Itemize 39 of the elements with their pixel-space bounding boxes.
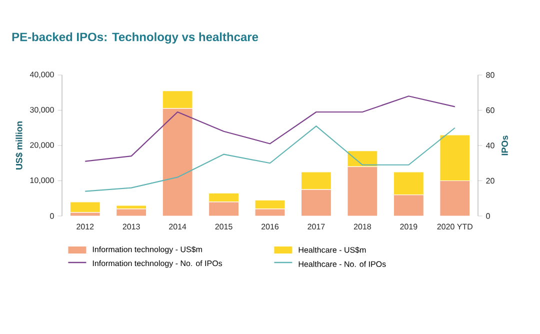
bar bbox=[254, 200, 286, 210]
y-tick-label: 0 bbox=[50, 213, 54, 219]
x-tick-label: 2014 bbox=[169, 224, 186, 230]
legend-label: Healthcare - No. of IPOs bbox=[298, 261, 386, 267]
x-tick-label: 2016 bbox=[262, 224, 279, 230]
legend-label: Information technology - US$m bbox=[92, 246, 202, 254]
y-tick-label: 40,000 bbox=[30, 72, 54, 78]
x-tick-label: 2015 bbox=[215, 224, 232, 230]
bar bbox=[394, 194, 424, 216]
legend-label: Information technology - No. of IPOs bbox=[92, 260, 222, 268]
x-tick-label: 2019 bbox=[400, 224, 418, 230]
line-series bbox=[84, 96, 456, 162]
y2-axis-title: IPOs bbox=[502, 136, 508, 156]
y2-tick-label: 40 bbox=[486, 142, 494, 148]
y2-tick-label: 0 bbox=[486, 213, 490, 219]
x-tick-label: 2020 YTD bbox=[437, 224, 472, 230]
y-tick-label: 20,000 bbox=[30, 142, 54, 149]
y-axis-title: US$ million bbox=[16, 122, 23, 170]
bar bbox=[393, 172, 424, 196]
bar bbox=[208, 192, 240, 202]
chart-title: PE-backed IPOs: Technology vs healthcare bbox=[12, 32, 258, 44]
x-tick-label: 2013 bbox=[122, 224, 140, 230]
x-tick-label: 2017 bbox=[308, 224, 325, 230]
y2-tick-label: 80 bbox=[486, 72, 494, 78]
bar bbox=[440, 180, 470, 216]
y2-tick-label: 60 bbox=[486, 107, 494, 114]
bar bbox=[300, 172, 332, 190]
line-series bbox=[84, 126, 456, 192]
bar bbox=[347, 166, 378, 216]
y-tick-label: 10,000 bbox=[30, 177, 54, 184]
bar bbox=[162, 108, 193, 216]
legend-label: Healthcare - US$m bbox=[298, 246, 366, 254]
bar bbox=[347, 150, 378, 167]
y2-tick-label: 20 bbox=[486, 178, 494, 184]
x-tick-label: 2018 bbox=[354, 224, 371, 230]
bar bbox=[208, 202, 239, 216]
x-tick-label: 2012 bbox=[76, 224, 94, 230]
bar bbox=[301, 190, 332, 216]
y-tick-label: 30,000 bbox=[30, 106, 54, 114]
